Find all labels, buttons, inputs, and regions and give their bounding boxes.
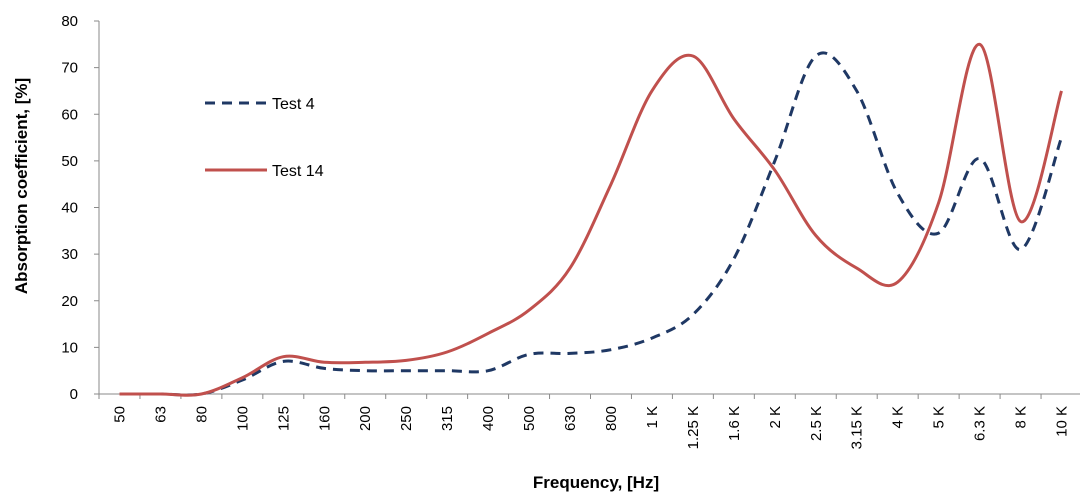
y-tick-label: 10 (61, 339, 78, 356)
y-axis-title: Absorption coefficient, [%] (12, 78, 31, 294)
x-tick-label: 8 K (1013, 406, 1030, 429)
x-tick-label: 160 (316, 406, 333, 431)
x-tick-label: 500 (521, 406, 538, 431)
legend-label-1: Test 4 (272, 96, 315, 113)
x-tick-label: 125 (275, 406, 292, 431)
x-tick-label: 10 K (1054, 406, 1071, 437)
y-tick-label: 30 (61, 246, 78, 263)
y-tick-label: 60 (61, 106, 78, 123)
x-tick-label: 80 (193, 406, 210, 423)
y-ticks: 0 10 20 30 40 50 60 70 80 (61, 13, 99, 403)
x-tick-label: 100 (234, 406, 251, 431)
x-tick-label: 3.15 K (849, 406, 866, 449)
y-tick-label: 80 (61, 13, 78, 30)
x-tick-label: 50 (111, 406, 128, 423)
x-tick-label: 200 (357, 406, 374, 431)
x-tick-label: 800 (603, 406, 620, 431)
x-tick-label: 315 (439, 406, 456, 431)
legend: Test 4 Test 14 (205, 96, 324, 180)
legend-label-2: Test 14 (272, 163, 324, 180)
x-ticks: 50 63 80 100 125 160 200 250 315 400 500 630 800 1 K 1… (98, 394, 1071, 449)
x-axis-title: Frequency, [Hz] (533, 473, 659, 492)
x-tick-label: 1.6 K (726, 406, 743, 441)
y-tick-label: 50 (61, 153, 78, 170)
x-tick-label: 250 (398, 406, 415, 431)
x-tick-label: 63 (152, 406, 169, 423)
y-tick-label: 20 (61, 293, 78, 310)
y-tick-label: 0 (70, 386, 78, 403)
x-tick-label: 2 K (767, 406, 784, 429)
x-tick-label: 400 (480, 406, 497, 431)
x-tick-label: 6.3 K (972, 406, 989, 441)
series-line-1 (119, 51, 1063, 397)
x-tick-label: 1.25 K (685, 406, 702, 449)
y-tick-label: 70 (61, 60, 78, 77)
series-line-2 (119, 42, 1063, 397)
y-tick-label: 40 (61, 200, 78, 217)
x-tick-label: 630 (562, 406, 579, 431)
x-tick-label: 2.5 K (808, 406, 825, 441)
x-tick-label: 4 K (890, 406, 907, 429)
x-tick-label: 1 K (644, 406, 661, 429)
x-tick-label: 5 K (931, 406, 948, 429)
series-layer (119, 42, 1063, 397)
axes (98, 21, 1080, 395)
